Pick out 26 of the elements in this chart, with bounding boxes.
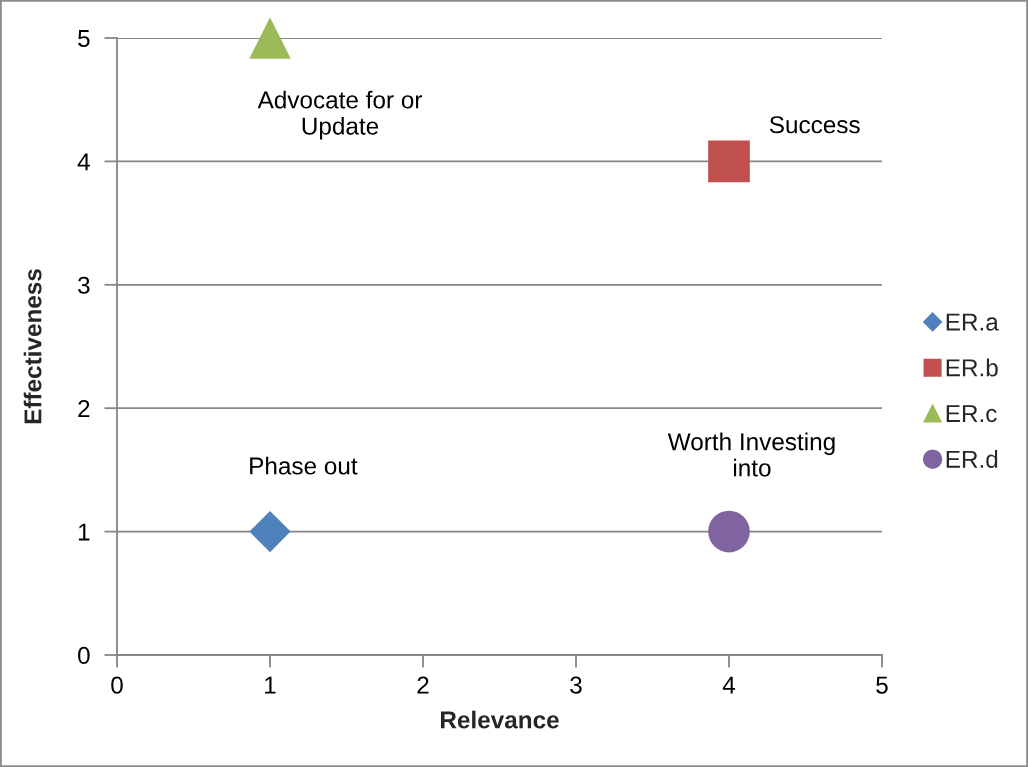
x-tick-label: 3 [570, 676, 582, 694]
y-tick-label: 0 [78, 646, 90, 665]
annotation: Success [769, 116, 860, 134]
y-tick-label: 1 [78, 523, 90, 541]
point [249, 510, 291, 553]
x-axis-title: Relevance [441, 710, 559, 729]
legend-label: ER.d [946, 450, 998, 468]
x-tick-label: 4 [722, 676, 736, 694]
point [249, 17, 291, 59]
y-axis-title: Effectiveness [23, 269, 42, 424]
point [708, 140, 750, 183]
annotation: Advocate for or Update [257, 90, 423, 140]
point [708, 510, 750, 553]
y-tick-label: 3 [78, 276, 90, 294]
legend-label: ER.a [946, 313, 999, 331]
annotation: Phase out [250, 456, 358, 475]
legend-label: ER.c [946, 405, 997, 423]
x-tick-label: 2 [417, 676, 429, 694]
x-tick-label: 5 [876, 676, 888, 694]
y-tick-label: 5 [78, 30, 90, 48]
x-tick-label: 0 [111, 676, 123, 694]
y-tick-label: 2 [78, 400, 90, 418]
x-tick-label: 1 [265, 676, 276, 694]
annotation: Worth Investing into [667, 432, 835, 477]
legend-label: ER.b [946, 358, 998, 377]
y-tick-label: 4 [77, 153, 90, 171]
